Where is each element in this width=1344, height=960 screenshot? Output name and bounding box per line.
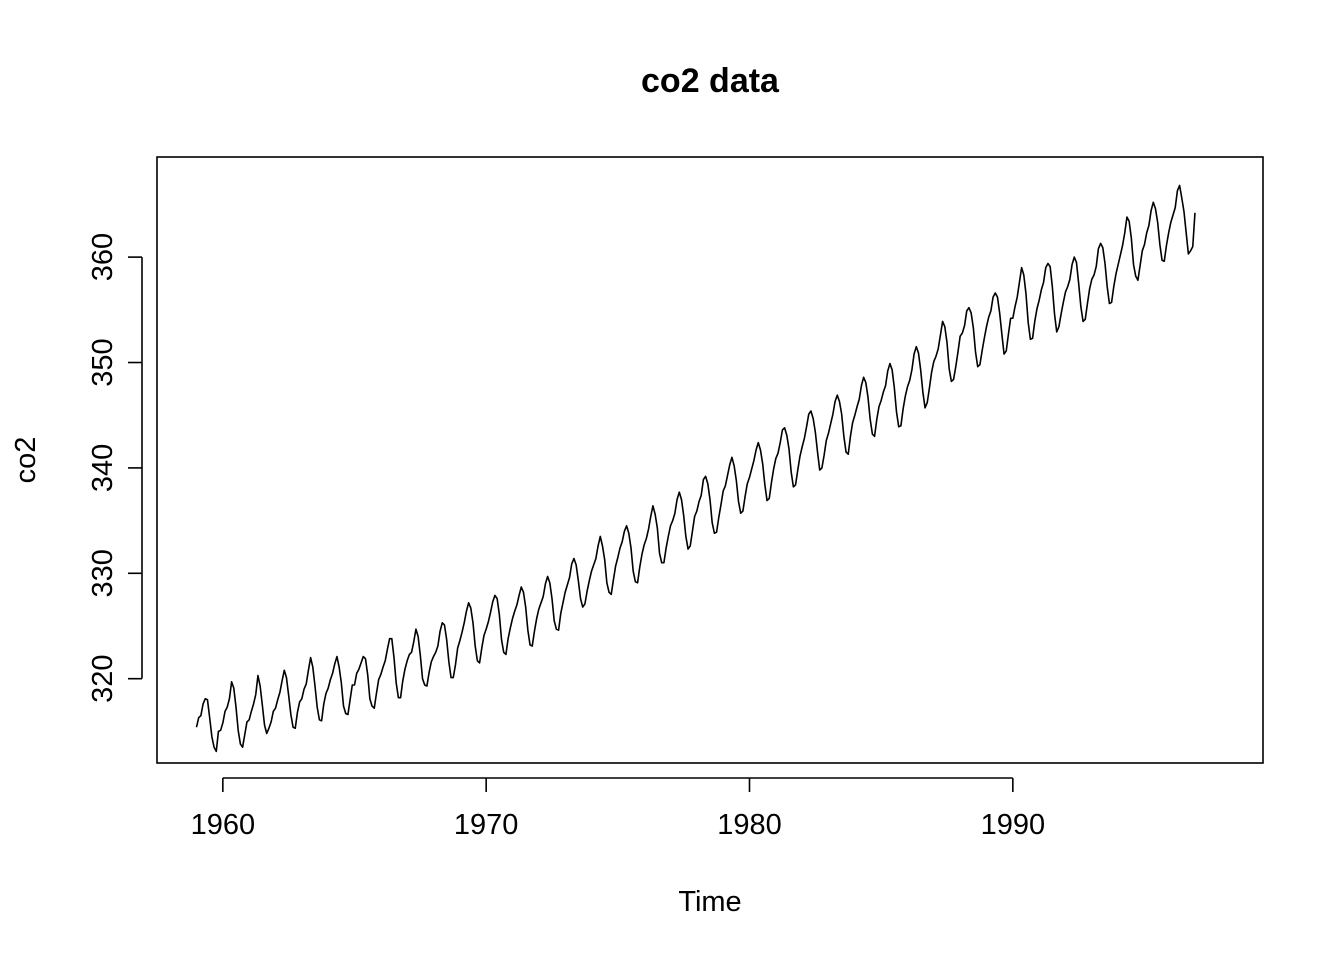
y-axis-label: co2: [10, 437, 42, 484]
plot-frame: [156, 156, 1264, 764]
y-tick-label: 320: [87, 654, 119, 702]
co2-series-line: [195, 184, 1196, 753]
y-tick-label: 340: [87, 444, 119, 492]
x-axis: 1960 1970 1980 1990: [191, 777, 1046, 841]
x-tick-label: 1990: [981, 809, 1046, 841]
y-tick-label: 360: [87, 233, 119, 281]
x-axis-label: Time: [678, 886, 741, 918]
y-axis: 320 330 340 350 360: [87, 233, 143, 703]
x-tick-label: 1960: [191, 809, 256, 841]
y-tick-label: 350: [87, 338, 119, 386]
y-tick-label: 330: [87, 549, 119, 597]
chart-title: co2 data: [641, 62, 780, 100]
x-tick-label: 1980: [717, 809, 782, 841]
x-tick-label: 1970: [454, 809, 519, 841]
